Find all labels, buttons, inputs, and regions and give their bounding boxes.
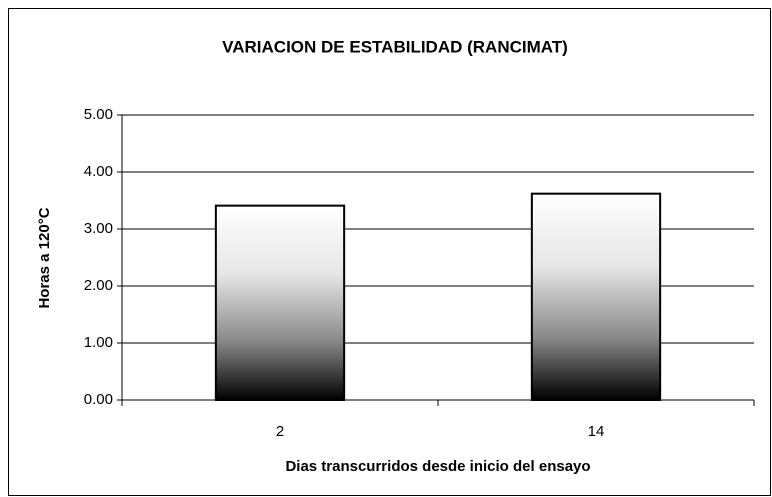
y-tick-label: 1.00 [84,334,113,351]
y-tick-label: 0.00 [84,391,113,408]
y-tick-label: 5.00 [84,106,113,123]
x-axis-title: Dias transcurridos desde inicio del ensa… [285,458,590,475]
y-axis-title: Horas a 120°C [36,207,53,308]
x-tick-label: 14 [588,423,605,440]
bar [530,192,662,401]
y-tick-label: 4.00 [84,163,113,180]
x-tick-label: 2 [276,423,284,440]
y-tick-label: 3.00 [84,220,113,237]
bar [214,204,346,401]
chart-title: VARIACION DE ESTABILIDAD (RANCIMAT) [222,37,568,56]
y-tick-label: 2.00 [84,277,113,294]
